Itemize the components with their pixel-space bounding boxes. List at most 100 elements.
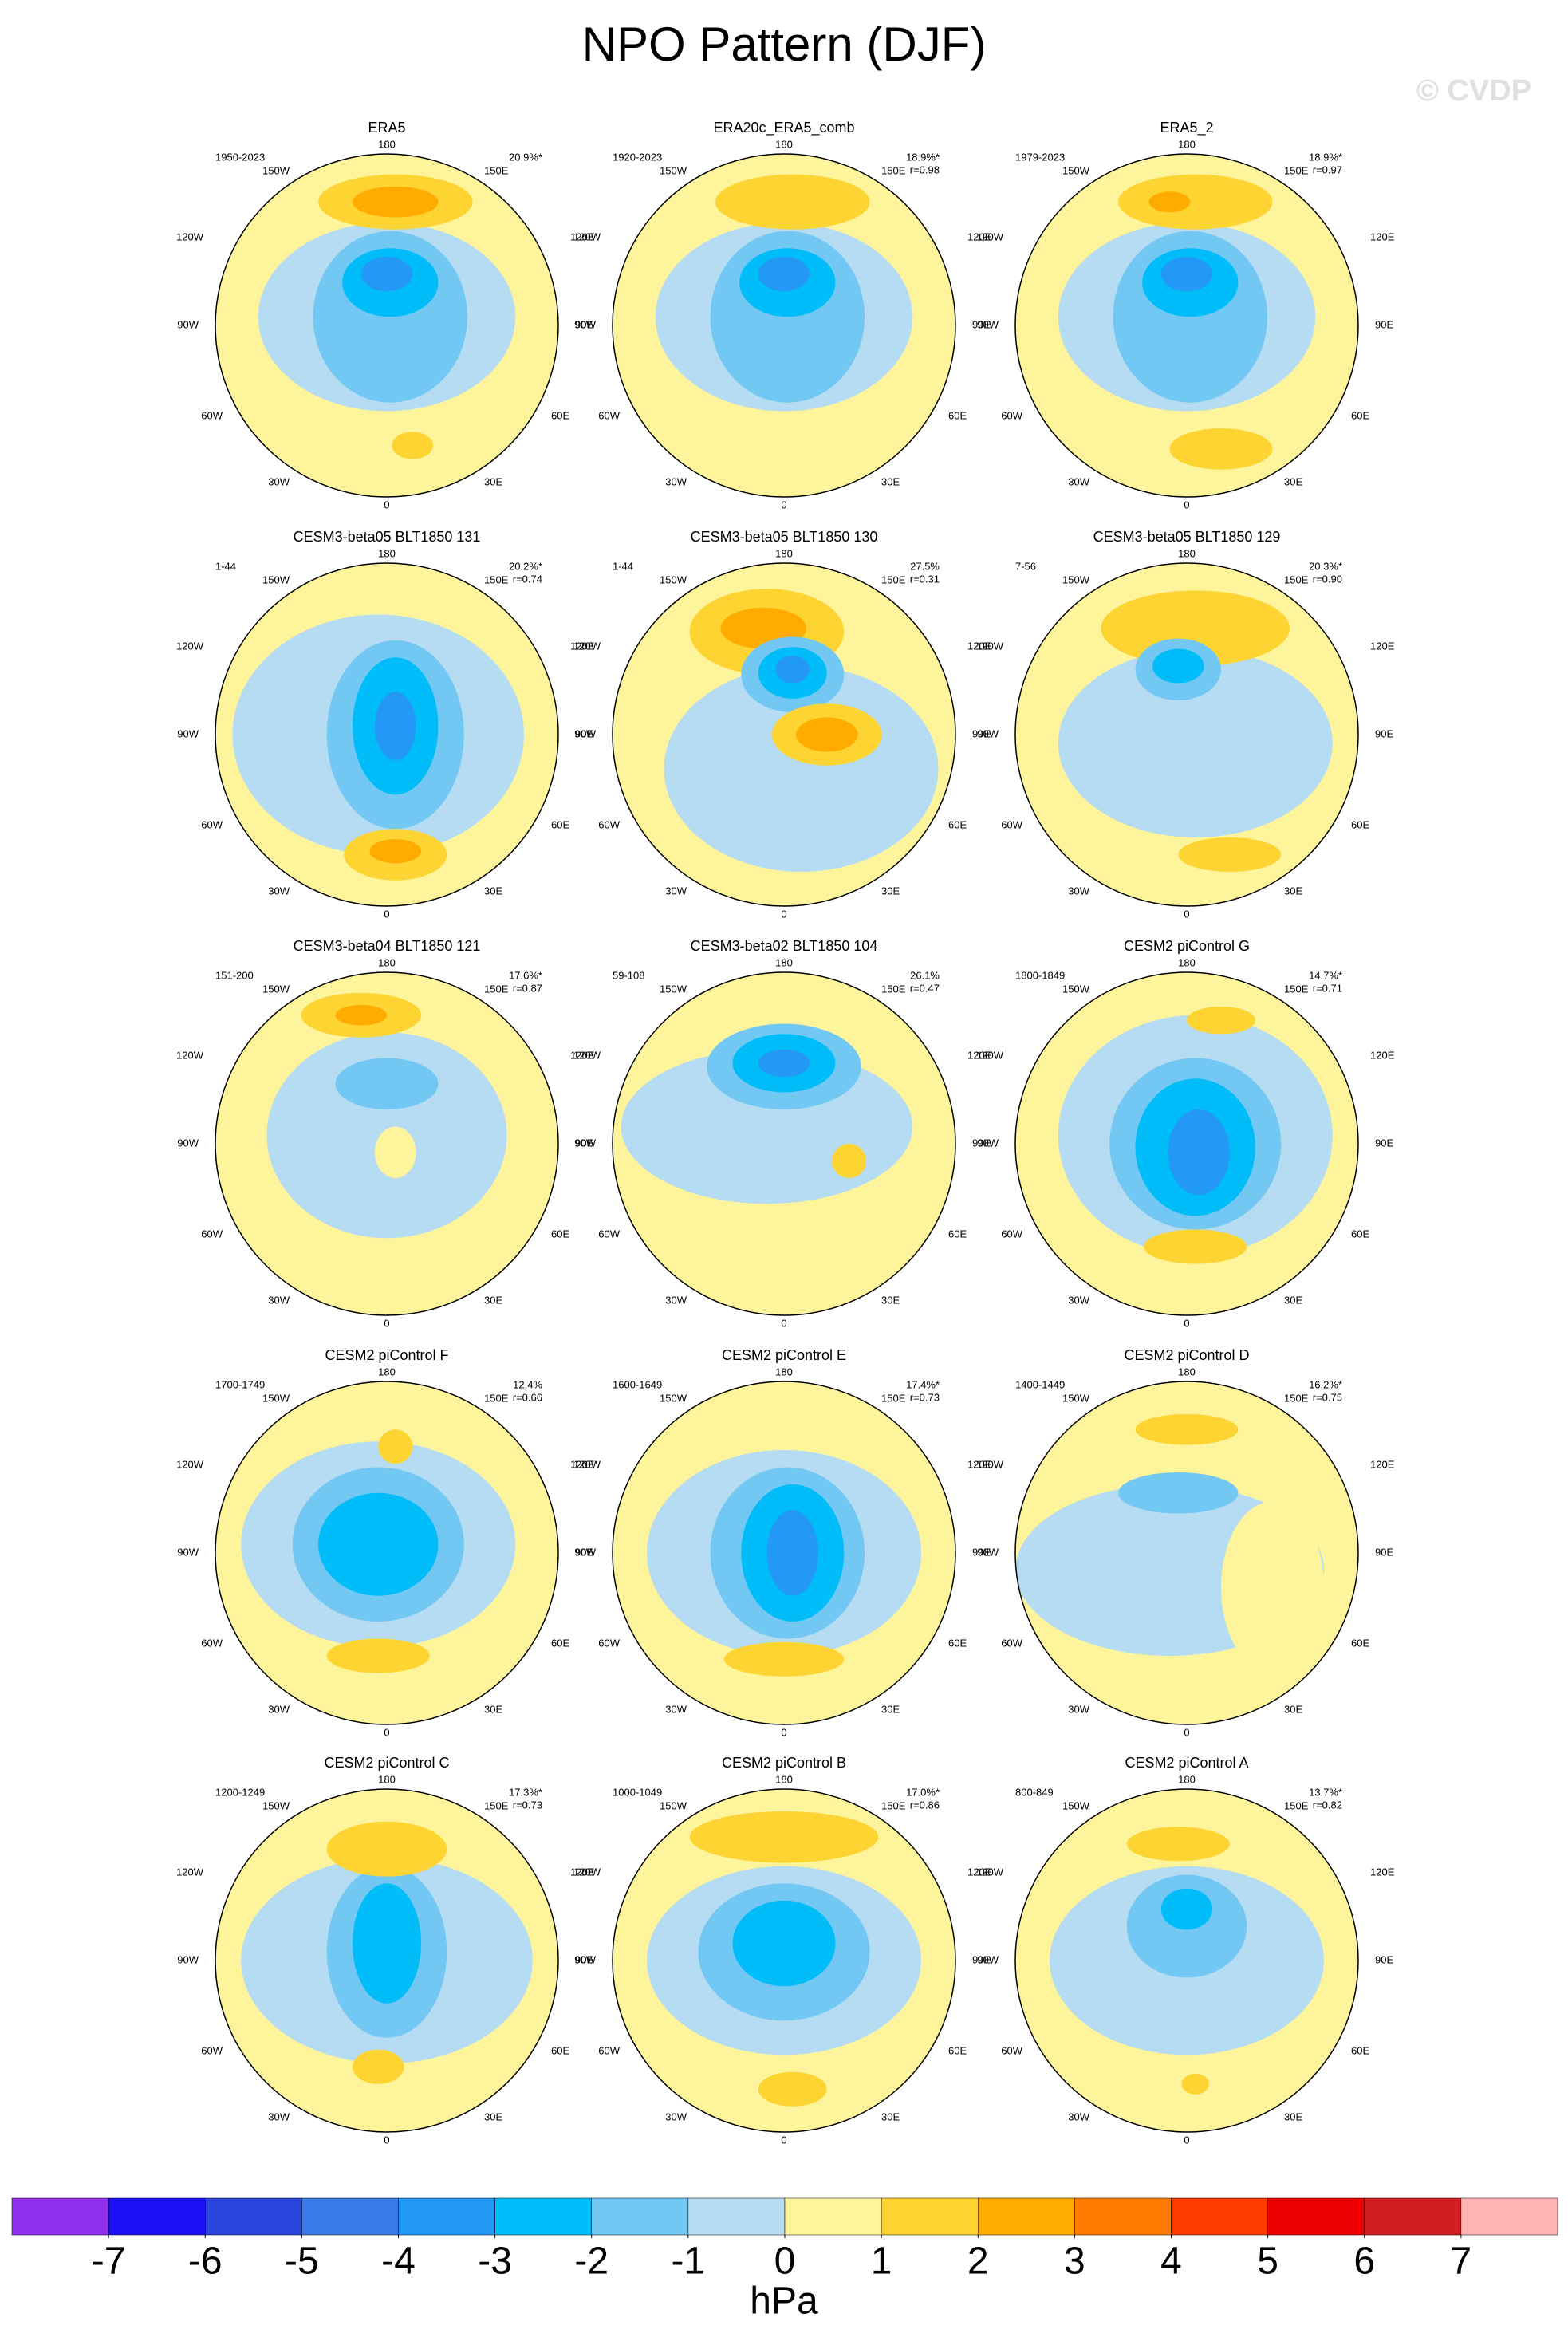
longitude-label: 60E: [551, 1637, 569, 1649]
map-border: [612, 153, 956, 498]
longitude-label: 60E: [948, 818, 967, 830]
pattern-correlation: r=0.31: [910, 573, 940, 585]
longitude-label: 120E: [1370, 640, 1395, 652]
longitude-label: 60W: [201, 2044, 223, 2056]
longitude-label: 120W: [573, 1458, 601, 1470]
longitude-label: 180: [1178, 1773, 1196, 1785]
anomaly-contour: [1144, 1229, 1247, 1264]
longitude-label: 90W: [177, 1137, 199, 1149]
panel-title: ERA5_2: [1160, 120, 1213, 136]
anomaly-contour: [1178, 837, 1282, 872]
longitude-label: 150W: [1062, 983, 1090, 995]
longitude-label: 150W: [660, 164, 687, 176]
longitude-label: 60W: [598, 2044, 620, 2056]
pattern-correlation: r=0.47: [910, 982, 940, 994]
panel-title: CESM3-beta05 BLT1850 129: [1093, 529, 1281, 545]
colorbar-label: hPa: [750, 2280, 818, 2323]
longitude-label: 90E: [1375, 1546, 1393, 1558]
longitude-label: 60W: [598, 1637, 620, 1649]
panel-title: CESM2 piControl C: [324, 1755, 449, 1771]
anomaly-contour: [796, 717, 858, 752]
map-panel: CESM2 piControl A 800-849 13.7%*r=0.82 180 0…: [976, 1755, 1395, 2146]
longitude-label: 60W: [1001, 1637, 1022, 1649]
longitude-label: 120W: [176, 1458, 204, 1470]
longitude-label: 120W: [976, 1049, 1004, 1061]
longitude-label: 30E: [1284, 1703, 1302, 1715]
longitude-label: 90W: [574, 318, 596, 330]
longitude-label: 30W: [665, 2110, 687, 2122]
colorbar-box: [205, 2197, 302, 2236]
longitude-label: 30E: [484, 1703, 502, 1715]
panel-period: 800-849: [1015, 1786, 1054, 1798]
longitude-label: 60W: [598, 1228, 620, 1239]
longitude-label: 150E: [881, 164, 906, 176]
variance-explained: 18.9%*: [906, 151, 940, 163]
variance-explained: 17.4%*: [906, 1378, 940, 1390]
anomaly-contour: [1187, 1007, 1255, 1035]
anomaly-field: [1058, 174, 1316, 470]
longitude-label: 30E: [1284, 1294, 1302, 1306]
anomaly-contour: [1101, 590, 1290, 666]
map-panel: CESM3-beta05 BLT1850 130 1-44 27.5%r=0.31 1…: [573, 529, 992, 920]
longitude-label: 90E: [1375, 727, 1393, 739]
longitude-label: 30W: [1068, 475, 1089, 487]
panel-period: 7-56: [1015, 560, 1036, 572]
panel-title: CESM3-beta05 BLT1850 130: [691, 529, 878, 545]
anomaly-contour: [1148, 191, 1191, 213]
map-border: [612, 1381, 956, 1725]
anomaly-field: [1050, 1827, 1324, 2095]
longitude-label: 120E: [1370, 1049, 1395, 1061]
anomaly-field: [1058, 1007, 1333, 1264]
longitude-label: 30W: [1068, 2110, 1089, 2122]
longitude-label: 120W: [573, 1049, 601, 1061]
anomaly-contour: [1058, 648, 1333, 837]
longitude-label: 150W: [262, 1392, 290, 1404]
variance-explained: 13.7%*: [1309, 1786, 1342, 1798]
variance-explained: 20.2%*: [509, 560, 542, 572]
longitude-label: 120E: [967, 640, 992, 652]
colorbar-box: [1074, 2197, 1172, 2236]
map-border: [1014, 1788, 1359, 2133]
anomaly-field: [1015, 1413, 1324, 1673]
longitude-label: 180: [775, 1773, 793, 1785]
anomaly-contour: [1160, 257, 1213, 291]
longitude-label: 150W: [660, 573, 687, 585]
longitude-label: 150W: [1062, 1392, 1090, 1404]
anomaly-contour: [1135, 1413, 1239, 1445]
anomaly-contour: [1181, 2073, 1209, 2095]
map-panel: ERA5 1950-2023 20.9%* 180 0 150W 120W 90W 60W 30W…: [176, 120, 595, 511]
longitude-label: 120E: [570, 231, 595, 242]
anomaly-contour: [326, 1821, 447, 1877]
longitude-label: 30E: [881, 1294, 900, 1306]
anomaly-field: [621, 1023, 913, 1204]
panel-period: 59-108: [613, 969, 644, 981]
panel-period: 1000-1049: [613, 1786, 662, 1798]
pattern-correlation: r=0.87: [513, 982, 542, 994]
anomaly-contour: [1169, 428, 1273, 470]
longitude-label: 60E: [551, 409, 569, 421]
colorbar-tick-label: -5: [285, 2241, 319, 2283]
map-panel: CESM2 piControl E 1600-1649 17.4%*r=0.73 18…: [573, 1347, 992, 1739]
longitude-label: 120E: [967, 1866, 992, 1878]
colorbar-tick-label: -3: [478, 2241, 512, 2283]
map-panel: CESM3-beta04 BLT1850 121 151-200 17.6%*r=0…: [176, 938, 595, 1330]
longitude-label: 150W: [1062, 1799, 1090, 1811]
anomaly-field: [647, 1450, 921, 1677]
panel-period: 151-200: [215, 969, 254, 981]
longitude-label: 150E: [881, 983, 906, 995]
longitude-label: 90E: [972, 318, 991, 330]
longitude-label: 90E: [575, 318, 593, 330]
longitude-label: 30W: [665, 885, 687, 897]
longitude-label: 60E: [948, 409, 967, 421]
longitude-label: 90W: [977, 1137, 999, 1149]
colorbar-box: [1267, 2197, 1365, 2236]
longitude-label: 120W: [976, 1458, 1004, 1470]
panel-title: CESM3-beta02 BLT1850 104: [691, 938, 878, 954]
longitude-label: 120E: [570, 1866, 595, 1878]
longitude-label: 120W: [976, 231, 1004, 242]
anomaly-field: [664, 589, 939, 872]
longitude-label: 90E: [972, 1137, 991, 1149]
variance-explained: 20.9%*: [509, 151, 542, 163]
anomaly-field: [232, 614, 524, 881]
longitude-label: 120E: [967, 1049, 992, 1061]
